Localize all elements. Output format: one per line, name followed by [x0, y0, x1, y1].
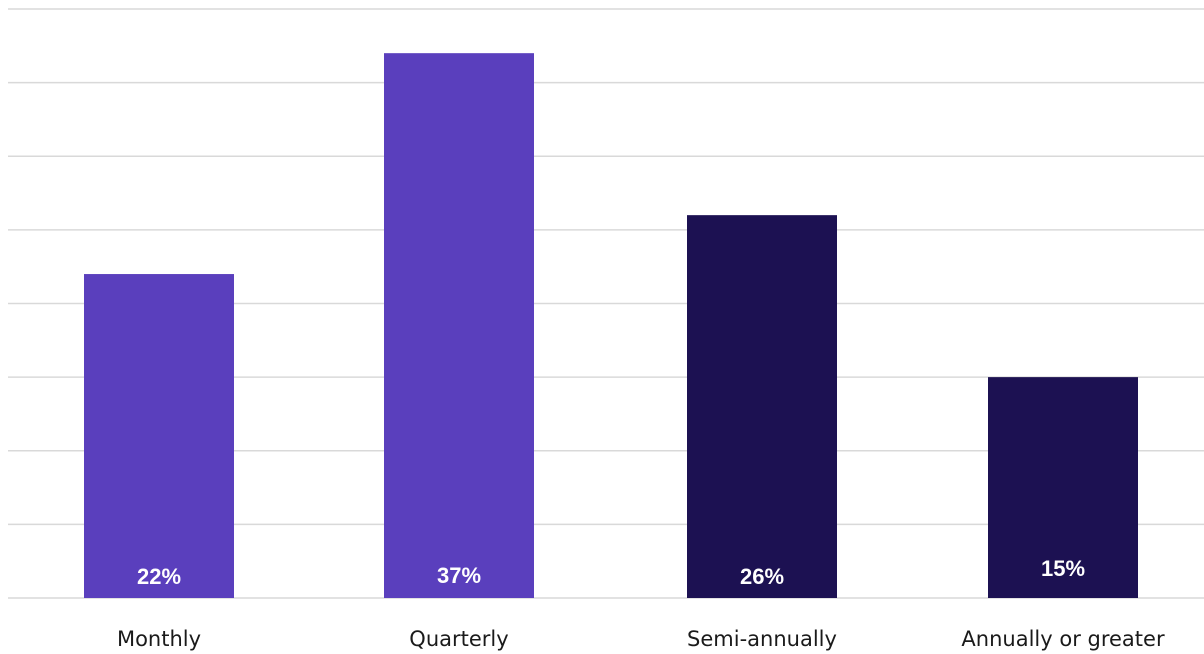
bar-monthly: [84, 274, 234, 598]
category-label: Monthly: [117, 627, 201, 651]
bar-value-label: 22%: [137, 564, 181, 589]
bar-value-label: 15%: [1041, 556, 1085, 581]
bars: [84, 53, 1138, 599]
category-labels: Monthly Quarterly Semi-annually Annually or…: [117, 627, 1165, 651]
bar-semi-annually: [687, 215, 837, 598]
bar-value-label: 26%: [740, 564, 784, 589]
category-label: Quarterly: [409, 627, 508, 651]
category-label: Annually or greater: [961, 627, 1165, 651]
bar-quarterly: [384, 53, 534, 599]
bar-value-labels: 22% 37% 26% 15%: [137, 556, 1085, 589]
bar-annually-or-greater: [988, 377, 1138, 598]
category-label: Semi-annually: [687, 627, 837, 651]
bar-value-label: 37%: [437, 563, 481, 588]
